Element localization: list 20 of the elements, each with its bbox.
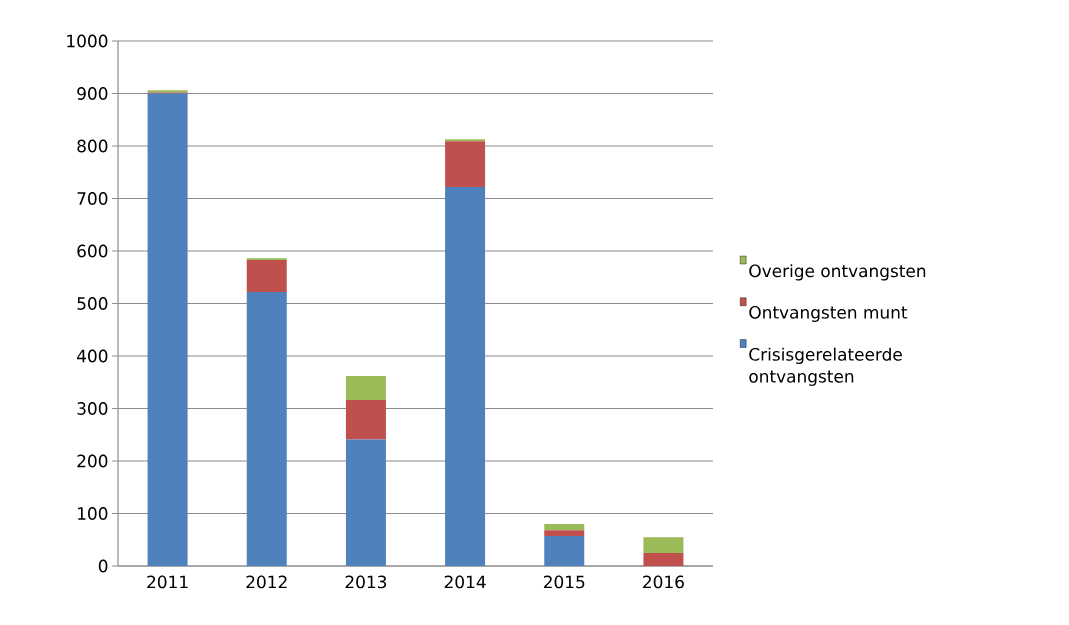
y-tick-label: 500	[77, 297, 108, 310]
y-tick-label: 400	[77, 349, 108, 363]
y-tick-label: 300	[77, 402, 108, 415]
x-tick-label: 2014	[444, 575, 486, 589]
y-tick-label: 800	[77, 139, 108, 153]
x-tick-label: 2011	[147, 575, 188, 589]
legend-label: Overige ontvangsten	[749, 264, 926, 281]
y-tick-label: 100	[78, 507, 108, 520]
legend-label: Crisisgerelateerde ontvangsten	[749, 347, 902, 386]
x-tick-label: 2015	[543, 575, 585, 589]
y-tick-label: 600	[77, 244, 108, 258]
y-tick-label: 900	[77, 87, 108, 100]
y-tick-label: 1000	[67, 34, 108, 48]
x-tick-label: 2013	[345, 575, 387, 589]
x-tick-label: 2016	[643, 575, 684, 589]
y-tick-label: 700	[77, 192, 108, 205]
x-tick-label: 2012	[246, 575, 287, 589]
y-tick-label: 0	[98, 559, 108, 573]
legend-label: Ontvangsten munt	[749, 305, 908, 323]
y-tick-label: 200	[77, 454, 108, 468]
